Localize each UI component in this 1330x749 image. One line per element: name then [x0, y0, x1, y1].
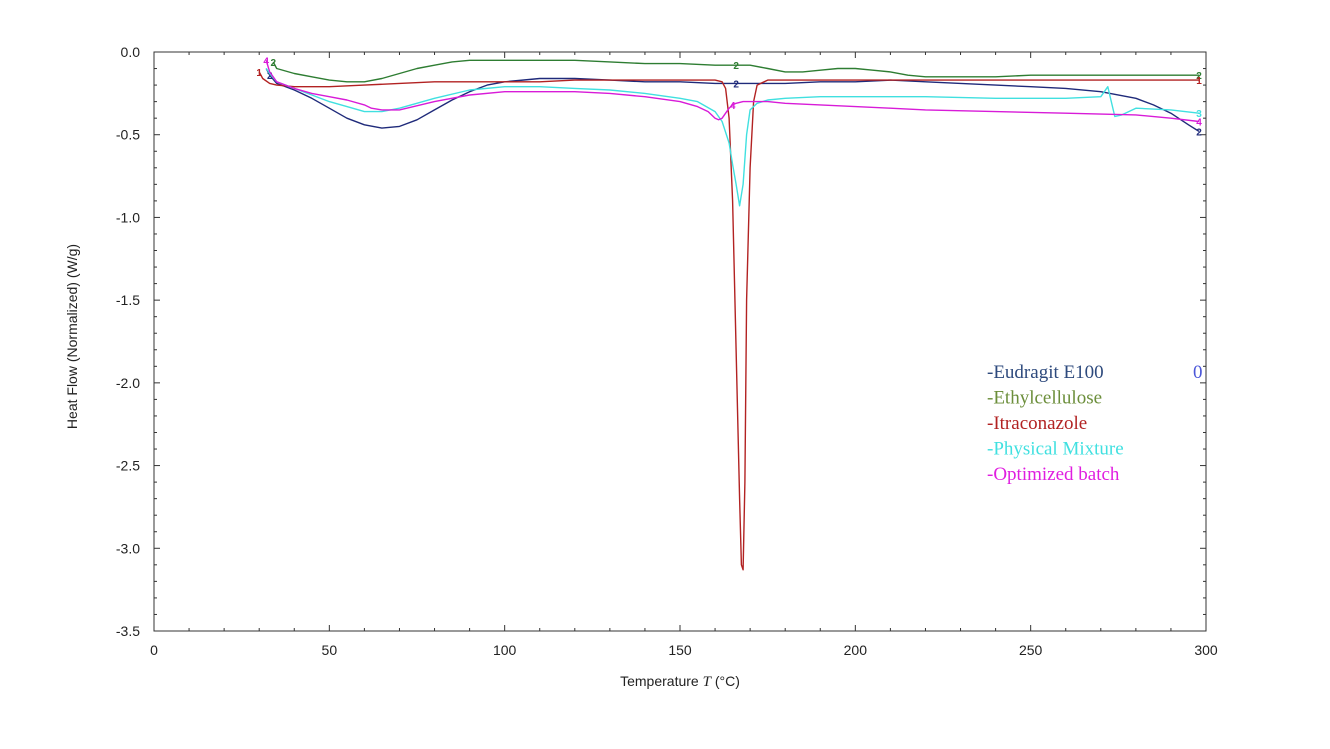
series-line: [265, 68, 1200, 207]
x-axis-title: Temperature T (°C): [620, 673, 740, 690]
series-marker: 1: [256, 68, 262, 79]
series-marker: 2: [267, 71, 273, 82]
series-line: [272, 59, 1199, 83]
legend-item: -Physical Mixture: [987, 439, 1124, 460]
series-marker: 2: [1196, 71, 1202, 82]
y-tick-label: 0.0: [121, 44, 141, 60]
x-tick-label: 0: [150, 642, 158, 658]
y-tick-label: -0.5: [116, 127, 140, 143]
series-marker: 2: [733, 79, 739, 90]
series-line: [265, 68, 1200, 132]
series-optimized-batch: 4 4 4: [263, 56, 1202, 128]
series-marker: 2: [270, 58, 276, 69]
y-tick-label: -1.5: [116, 292, 140, 308]
series-ethylcellulose: 2 2 2: [270, 58, 1202, 83]
series-marker: 2: [733, 61, 739, 72]
x-tick-label: 50: [322, 642, 338, 658]
legend-item: -Eudragit E100: [987, 362, 1104, 383]
x-tick-label: 150: [668, 642, 692, 658]
y-tick-label: -1.0: [116, 209, 140, 225]
y-tick-label: -2.5: [116, 458, 140, 474]
series-marker: 4: [1196, 117, 1202, 128]
y-tick-label: -2.0: [116, 375, 140, 391]
stray-series-label: 0: [1193, 362, 1203, 383]
series-marker: 4: [263, 56, 269, 67]
axes: 0 50 100 150 200 250 300 0.0 -0.5 -1.0 -1.5 -2.0 -2.…: [116, 44, 1218, 658]
series-marker: 3: [1196, 109, 1202, 120]
x-tick-label: 250: [1019, 642, 1043, 658]
x-tick-label: 100: [493, 642, 517, 658]
series-marker: 4: [730, 101, 736, 112]
series-marker: 2: [1196, 127, 1202, 138]
legend-item: -Optimized batch: [987, 464, 1120, 485]
x-tick-label: 200: [844, 642, 868, 658]
series-eudragit-e100: 2 2 2: [265, 68, 1202, 138]
legend-item: -Itraconazole: [987, 413, 1087, 434]
legend: -Eudragit E100 -Ethylcellulose -Itraconazo…: [987, 362, 1124, 485]
series-line: [258, 71, 1199, 571]
series-itraconazole: 11: [256, 68, 1202, 571]
legend-item: -Ethylcellulose: [987, 388, 1102, 409]
y-axis-title: Heat Flow (Normalized) (W/g): [64, 244, 80, 429]
x-tick-label: 300: [1194, 642, 1218, 658]
x-axis-title-variable: T: [703, 674, 713, 690]
x-axis-title-prefix: Temperature: [620, 673, 702, 689]
series-line: [265, 60, 1200, 123]
y-tick-label: -3.0: [116, 540, 140, 556]
series-marker: 1: [1196, 76, 1202, 87]
series-physical-mixture: 3: [265, 68, 1202, 207]
y-tick-label: -3.5: [116, 623, 140, 639]
plot-frame: [153, 51, 1207, 632]
x-axis-title-suffix: (°C): [711, 673, 740, 689]
